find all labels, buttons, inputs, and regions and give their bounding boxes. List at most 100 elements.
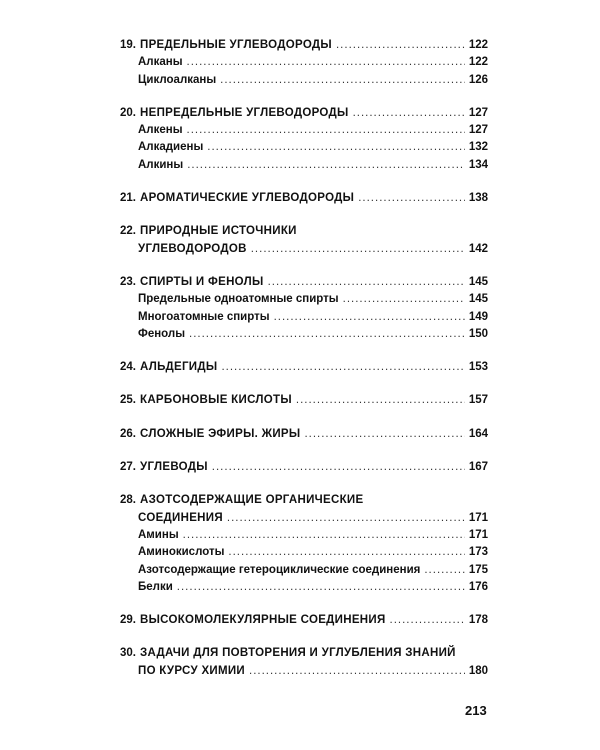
section-heading: 22. ПРИРОДНЫЕ ИСТОЧНИКИ — [120, 223, 488, 240]
toc-subentry: Многоатомные спирты 149 — [120, 309, 488, 326]
section-heading: 21. АРОМАТИЧЕСКИЕ УГЛЕВОДОРОДЫ 138 — [120, 190, 488, 207]
entry-page: 167 — [468, 461, 488, 474]
dot-leader — [228, 544, 464, 561]
section-heading: 28. АЗОТСОДЕРЖАЩИЕ ОРГАНИЧЕСКИЕ — [120, 492, 488, 509]
entry-page: 145 — [468, 275, 488, 288]
toc-section: 29. ВЫСОКОМОЛЕКУЛЯРНЫЕ СОЕДИНЕНИЯ 178 — [120, 612, 488, 629]
toc-section: 22. ПРИРОДНЫЕ ИСТОЧНИКИ УГЛЕВОДОРОДОВ 142 — [120, 223, 488, 258]
entry-page: 173 — [468, 546, 488, 559]
section-title: КАРБОНОВЫЕ КИСЛОТЫ — [140, 394, 292, 407]
dot-leader — [183, 527, 465, 544]
dot-leader — [187, 54, 465, 71]
section-number: 28. — [120, 494, 136, 507]
section-title: СЛОЖНЫЕ ЭФИРЫ. ЖИРЫ — [140, 427, 301, 440]
toc-section: 24. АЛЬДЕГИДЫ 153 — [120, 359, 488, 376]
subentry-title: Предельные одноатомные спирты — [138, 293, 339, 306]
section-heading: 30. ЗАДАЧИ ДЛЯ ПОВТОРЕНИЯ И УГЛУБЛЕНИЯ ЗН… — [120, 645, 488, 662]
toc-subentry: Алканы 122 — [120, 54, 488, 71]
section-title: ПО КУРСУ ХИМИИ — [138, 664, 245, 677]
entry-page: 164 — [468, 427, 488, 440]
dot-leader — [268, 274, 465, 291]
section-heading: 26. СЛОЖНЫЕ ЭФИРЫ. ЖИРЫ 164 — [120, 426, 488, 443]
subentry-title: Аминокислоты — [138, 546, 225, 559]
toc-section: 26. СЛОЖНЫЕ ЭФИРЫ. ЖИРЫ 164 — [120, 426, 488, 443]
table-of-contents: 19. ПРЕДЕЛЬНЫЕ УГЛЕВОДОРОДЫ 122 Алканы 122 Ци… — [120, 37, 488, 680]
toc-subentry: Амины 171 — [120, 527, 488, 544]
dot-leader — [343, 291, 465, 308]
toc-section: 21. АРОМАТИЧЕСКИЕ УГЛЕВОДОРОДЫ 138 — [120, 190, 488, 207]
subentry-title: Амины — [138, 528, 179, 541]
entry-page: 176 — [468, 580, 488, 593]
entry-page: 126 — [468, 73, 488, 86]
entry-page: 150 — [468, 327, 488, 340]
toc-subentry: Алкены 127 — [120, 122, 488, 139]
entry-page: 180 — [468, 664, 488, 677]
dot-leader — [304, 426, 464, 443]
section-title: ЗАДАЧИ ДЛЯ ПОВТОРЕНИЯ И УГЛУБЛЕНИЯ ЗНАНИ… — [140, 647, 456, 660]
dot-leader — [296, 392, 465, 409]
section-number: 30. — [120, 647, 136, 660]
entry-page: 153 — [468, 361, 488, 374]
dot-leader — [390, 612, 465, 629]
dot-leader — [249, 663, 465, 680]
entry-page: 138 — [468, 192, 488, 205]
subentry-title: Алканы — [138, 56, 183, 69]
dot-leader — [187, 122, 465, 139]
section-number: 21. — [120, 192, 136, 205]
entry-page: 122 — [468, 39, 488, 51]
dot-leader — [227, 510, 465, 527]
toc-section: 19. ПРЕДЕЛЬНЫЕ УГЛЕВОДОРОДЫ 122 Алканы 122 Ци… — [120, 37, 488, 89]
section-heading-continuation: ПО КУРСУ ХИМИИ 180 — [120, 663, 488, 680]
section-number: 22. — [120, 225, 136, 238]
dot-leader — [358, 190, 465, 207]
entry-page: 178 — [468, 614, 488, 627]
section-number: 29. — [120, 614, 136, 627]
section-title: УГЛЕВОДЫ — [140, 461, 208, 474]
toc-section: 25. КАРБОНОВЫЕ КИСЛОТЫ 157 — [120, 392, 488, 409]
subentry-title: Алкадиены — [138, 141, 204, 154]
dot-leader — [221, 359, 464, 376]
toc-section: 27. УГЛЕВОДЫ 167 — [120, 459, 488, 476]
section-heading: 29. ВЫСОКОМОЛЕКУЛЯРНЫЕ СОЕДИНЕНИЯ 178 — [120, 612, 488, 629]
toc-section: 20. НЕПРЕДЕЛЬНЫЕ УГЛЕВОДОРОДЫ 127 Алкены 127… — [120, 105, 488, 174]
dot-leader — [177, 579, 465, 596]
section-heading: 19. ПРЕДЕЛЬНЫЕ УГЛЕВОДОРОДЫ 122 — [120, 37, 488, 54]
subentry-title: Алкены — [138, 124, 183, 137]
subentry-title: Фенолы — [138, 327, 186, 340]
dot-leader — [207, 139, 465, 156]
section-title: УГЛЕВОДОРОДОВ — [138, 242, 247, 255]
subentry-title: Циклоалканы — [138, 73, 217, 86]
subentry-title: Алкины — [138, 158, 184, 171]
entry-page: 175 — [468, 563, 488, 576]
dot-leader — [424, 562, 464, 579]
toc-subentry: Азотсодержащие гетероциклические соедине… — [120, 562, 488, 579]
toc-subentry: Предельные одноатомные спирты 145 — [120, 291, 488, 308]
section-heading: 27. УГЛЕВОДЫ 167 — [120, 459, 488, 476]
section-title: СОЕДИНЕНИЯ — [138, 511, 223, 524]
dot-leader — [187, 157, 465, 174]
toc-subentry: Алкины 134 — [120, 157, 488, 174]
section-number: 19. — [120, 39, 136, 51]
dot-leader — [189, 326, 465, 343]
section-heading: 24. АЛЬДЕГИДЫ 153 — [120, 359, 488, 376]
section-title: ПРЕДЕЛЬНЫЕ УГЛЕВОДОРОДЫ — [140, 39, 332, 51]
dot-leader — [212, 459, 465, 476]
dot-leader — [353, 105, 465, 122]
dot-leader — [220, 72, 465, 89]
toc-subentry: Белки 176 — [120, 579, 488, 596]
subentry-title: Многоатомные спирты — [138, 310, 270, 323]
entry-page: 127 — [468, 124, 488, 137]
section-number: 25. — [120, 394, 136, 407]
section-title: НЕПРЕДЕЛЬНЫЕ УГЛЕВОДОРОДЫ — [140, 106, 349, 119]
entry-page: 157 — [468, 394, 488, 407]
dot-leader — [336, 37, 465, 54]
toc-subentry: Фенолы 150 — [120, 326, 488, 343]
section-number: 20. — [120, 106, 136, 119]
section-title: ПРИРОДНЫЕ ИСТОЧНИКИ — [140, 225, 297, 238]
section-heading: 23. СПИРТЫ И ФЕНОЛЫ 145 — [120, 274, 488, 291]
section-heading-continuation: СОЕДИНЕНИЯ 171 — [120, 510, 488, 527]
section-title: АРОМАТИЧЕСКИЕ УГЛЕВОДОРОДЫ — [140, 192, 355, 205]
section-number: 26. — [120, 427, 136, 440]
entry-page: 171 — [468, 528, 488, 541]
toc-subentry: Алкадиены 132 — [120, 139, 488, 156]
